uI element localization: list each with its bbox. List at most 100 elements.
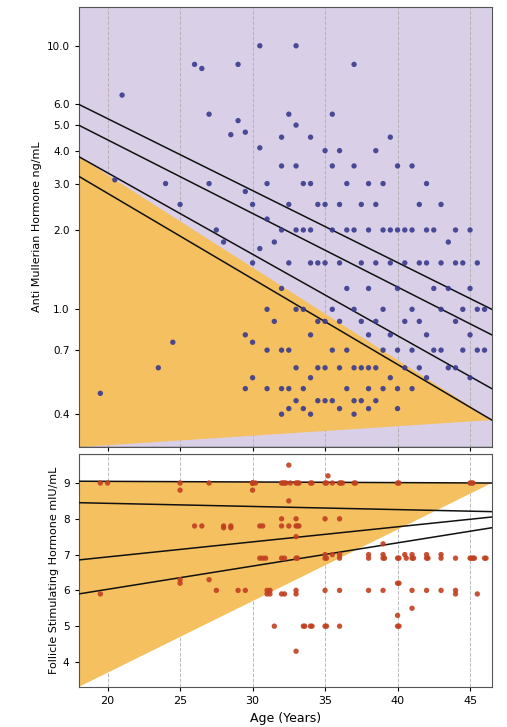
Point [444, 236, 452, 248]
Point [234, 585, 242, 596]
Point [336, 257, 344, 269]
Point [263, 588, 271, 600]
Point [307, 132, 315, 143]
Point [292, 119, 300, 131]
Point [452, 316, 460, 327]
Point [372, 395, 380, 406]
Point [307, 178, 315, 190]
Point [408, 549, 416, 561]
Point [118, 89, 126, 101]
Point [393, 553, 402, 564]
Point [227, 520, 235, 531]
Point [481, 345, 489, 356]
Point [336, 549, 344, 561]
Point [328, 549, 336, 561]
Point [430, 345, 438, 356]
Point [401, 316, 409, 327]
Point [234, 115, 242, 126]
Point [372, 316, 380, 327]
Point [277, 513, 285, 525]
Point [408, 345, 416, 356]
Point [248, 477, 257, 489]
Point [96, 477, 104, 489]
Point [415, 316, 423, 327]
Point [336, 403, 344, 414]
Point [212, 585, 221, 596]
Point [321, 477, 329, 489]
Point [314, 198, 322, 210]
Point [299, 224, 307, 236]
Point [408, 383, 416, 395]
Point [270, 316, 278, 327]
Point [422, 224, 430, 236]
Point [234, 59, 242, 71]
Point [277, 383, 285, 395]
Point [424, 553, 432, 564]
Point [473, 588, 481, 600]
Point [350, 409, 358, 420]
Point [292, 477, 300, 489]
Point [481, 553, 489, 564]
Point [176, 198, 184, 210]
Point [285, 495, 293, 507]
Point [285, 108, 293, 120]
Point [263, 213, 271, 225]
Point [437, 257, 445, 269]
Point [372, 198, 380, 210]
Point [301, 620, 309, 632]
Point [393, 477, 402, 489]
Point [408, 553, 416, 564]
Point [336, 585, 344, 596]
Point [395, 620, 403, 632]
Point [191, 520, 199, 531]
Point [299, 403, 307, 414]
Point [292, 160, 300, 172]
Point [285, 257, 293, 269]
Point [350, 303, 358, 315]
Point [248, 477, 257, 489]
Point [452, 553, 460, 564]
Point [336, 553, 344, 564]
Point [379, 178, 387, 190]
Point [322, 477, 331, 489]
Point [299, 620, 307, 632]
Point [379, 383, 387, 395]
Point [198, 520, 206, 531]
Point [357, 316, 366, 327]
Point [277, 160, 285, 172]
Point [308, 620, 316, 632]
Point [466, 477, 474, 489]
Point [415, 362, 423, 374]
Point [422, 585, 430, 596]
Point [470, 553, 479, 564]
Point [350, 160, 358, 172]
Point [256, 243, 264, 254]
Point [266, 585, 274, 596]
Point [467, 477, 476, 489]
Point [365, 403, 373, 414]
Point [336, 477, 344, 489]
Point [336, 198, 344, 210]
Point [220, 236, 228, 248]
Point [308, 477, 316, 489]
Point [336, 620, 344, 632]
Point [452, 224, 460, 236]
Point [176, 574, 184, 585]
Point [292, 520, 300, 531]
Point [328, 160, 336, 172]
Y-axis label: Follicle Stimulating Hormone mIU/mL: Follicle Stimulating Hormone mIU/mL [49, 467, 59, 675]
Point [314, 362, 322, 374]
Point [459, 303, 467, 315]
Point [307, 224, 315, 236]
Point [285, 459, 293, 471]
Point [292, 303, 300, 315]
Point [277, 553, 285, 564]
Point [299, 178, 307, 190]
Point [277, 283, 285, 294]
Point [263, 383, 271, 395]
Point [259, 520, 267, 531]
Point [324, 470, 332, 482]
Point [248, 198, 257, 210]
Point [162, 178, 170, 190]
Point [328, 108, 336, 120]
